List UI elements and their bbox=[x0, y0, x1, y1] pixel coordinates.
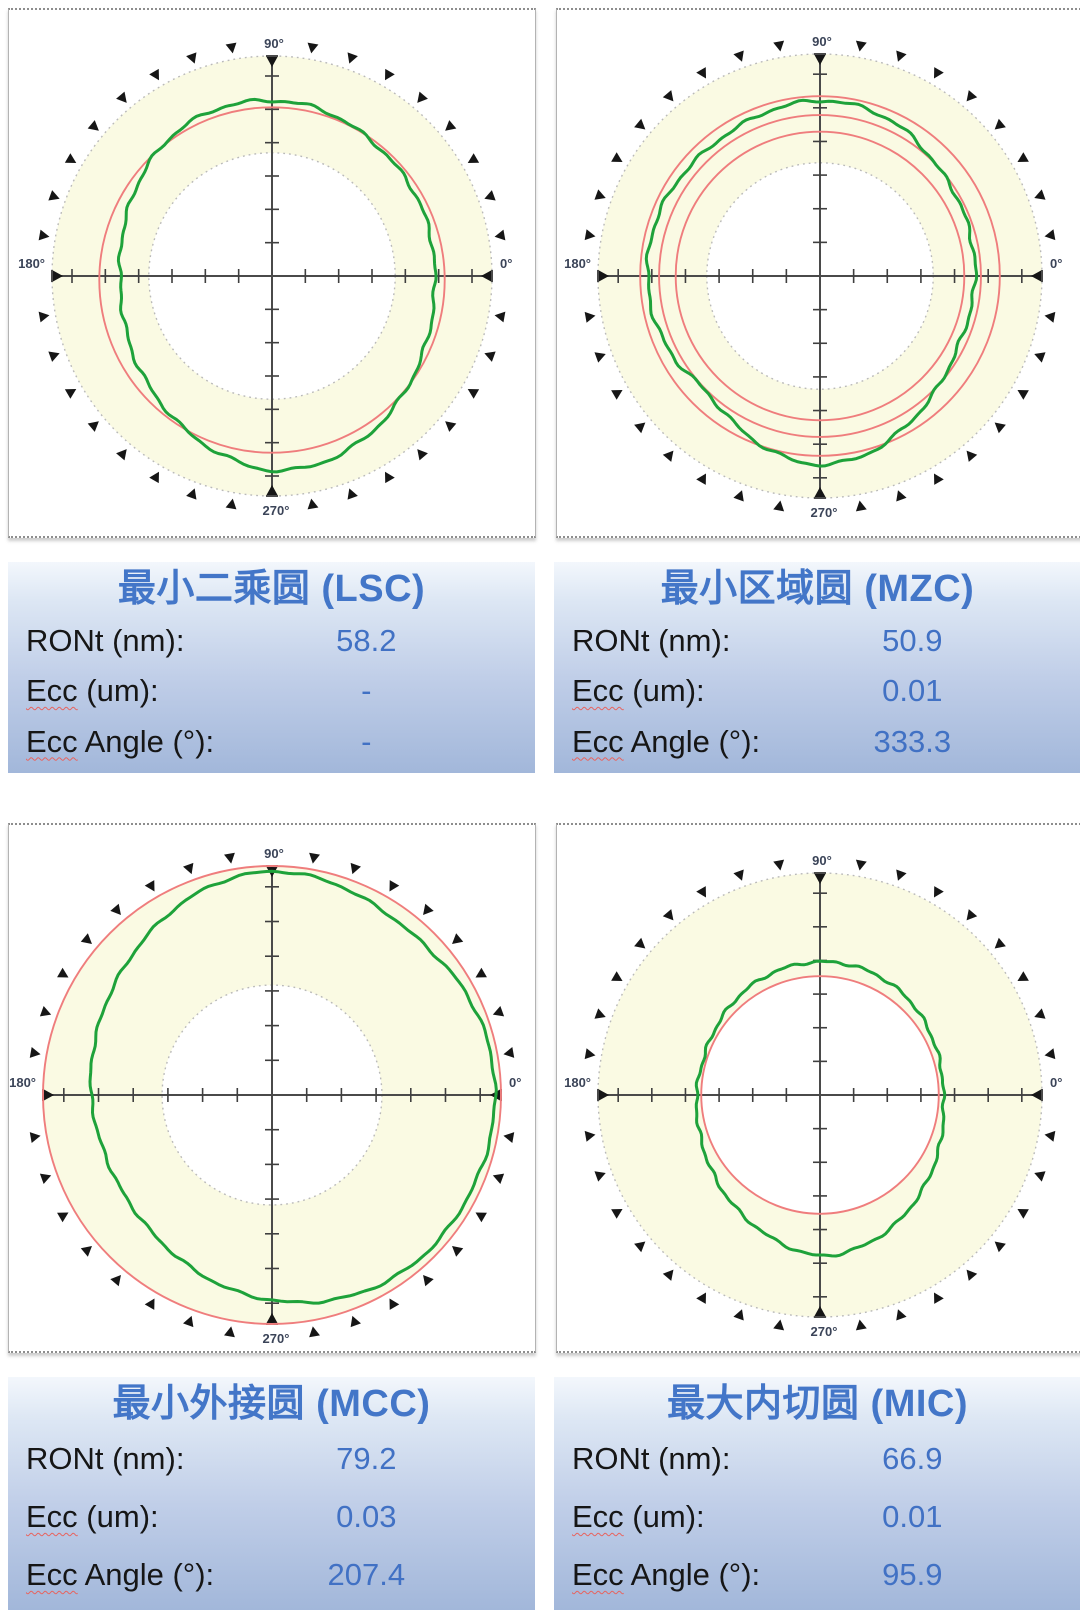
roundness-plot-mcc: 90° 270° 180° 0° bbox=[8, 823, 536, 1353]
roundness-plot-mic: 90° 270° 180° 0° bbox=[556, 823, 1080, 1353]
svg-text:180°: 180° bbox=[564, 1075, 591, 1090]
result-rows: RONt (nm): 50.9 Ecc (um): 0.01 Ecc Angle… bbox=[554, 614, 1080, 768]
svg-text:90°: 90° bbox=[812, 34, 832, 49]
svg-text:90°: 90° bbox=[264, 36, 284, 51]
svg-text:270°: 270° bbox=[811, 1324, 838, 1339]
result-panel-lsc: 最小二乘圆 (LSC) RONt (nm): 58.2 Ecc (um): - … bbox=[8, 562, 535, 773]
lsc-polar-chart: 90° 270° 180° 0° bbox=[18, 36, 512, 518]
result-panel-mzc: 最小区域圆 (MZC) RONt (nm): 50.9 Ecc (um): 0.… bbox=[554, 562, 1080, 773]
ront-value: 79.2 bbox=[336, 1441, 397, 1477]
mic-polar-chart: 90° 270° 180° 0° bbox=[564, 853, 1062, 1339]
svg-text:270°: 270° bbox=[263, 503, 290, 518]
ront-value: 58.2 bbox=[336, 622, 397, 658]
result-panel-mic: 最大内切圆 (MIC) RONt (nm): 66.9 Ecc (um): 0.… bbox=[554, 1377, 1080, 1610]
ecc-value: 0.03 bbox=[336, 1499, 397, 1535]
result-row-ront: RONt (nm): 50.9 bbox=[554, 621, 1080, 661]
ecc-angle-value: - bbox=[361, 723, 372, 759]
panel-title-mcc: 最小外接圆 (MCC) bbox=[112, 1383, 431, 1425]
row-label: Ecc Angle (°): bbox=[572, 723, 761, 759]
row-label: Ecc Angle (°): bbox=[572, 1556, 761, 1592]
svg-text:90°: 90° bbox=[264, 846, 284, 861]
svg-text:180°: 180° bbox=[18, 256, 45, 271]
svg-text:180°: 180° bbox=[564, 256, 591, 271]
result-row-ecc: Ecc (um): 0.03 bbox=[8, 1497, 535, 1537]
ecc-value: 0.01 bbox=[882, 673, 943, 709]
result-row-ront: RONt (nm): 66.9 bbox=[554, 1439, 1080, 1479]
roundness-plot-lsc: 90° 270° 180° 0° bbox=[8, 8, 536, 538]
result-row-ecc-angle: Ecc Angle (°): - bbox=[8, 722, 535, 762]
result-row-ecc: Ecc (um): 0.01 bbox=[554, 1497, 1080, 1537]
ecc-angle-value: 95.9 bbox=[882, 1556, 943, 1592]
mzc-polar-chart: 90° 270° 180° 0° bbox=[564, 34, 1062, 520]
result-rows: RONt (nm): 58.2 Ecc (um): - Ecc Angle (°… bbox=[8, 614, 535, 768]
result-rows: RONt (nm): 79.2 Ecc (um): 0.03 Ecc Angle… bbox=[8, 1429, 535, 1605]
svg-text:270°: 270° bbox=[811, 505, 838, 520]
row-label: RONt (nm): bbox=[572, 1441, 731, 1477]
row-label: Ecc (um): bbox=[26, 1499, 159, 1535]
ecc-angle-value: 333.3 bbox=[873, 723, 952, 759]
result-row-ecc-angle: Ecc Angle (°): 333.3 bbox=[554, 722, 1080, 762]
ront-value: 66.9 bbox=[882, 1441, 943, 1477]
ecc-value: 0.01 bbox=[882, 1499, 943, 1535]
result-row-ront: RONt (nm): 58.2 bbox=[8, 621, 535, 661]
row-label: Ecc (um): bbox=[572, 673, 705, 709]
svg-text:0°: 0° bbox=[509, 1075, 521, 1090]
mcc-polar-chart: 90° 270° 180° 0° bbox=[9, 846, 521, 1346]
ecc-value: - bbox=[361, 673, 372, 709]
ecc-angle-value: 207.4 bbox=[327, 1556, 406, 1592]
result-row-ront: RONt (nm): 79.2 bbox=[8, 1439, 535, 1479]
row-label: RONt (nm): bbox=[26, 622, 185, 658]
panel-title-mzc: 最小区域圆 (MZC) bbox=[660, 568, 975, 610]
result-row-ecc-angle: Ecc Angle (°): 207.4 bbox=[8, 1555, 535, 1595]
svg-text:0°: 0° bbox=[1050, 256, 1062, 271]
svg-text:0°: 0° bbox=[1050, 1075, 1062, 1090]
panel-title-lsc: 最小二乘圆 (LSC) bbox=[117, 568, 426, 610]
svg-text:180°: 180° bbox=[9, 1075, 36, 1090]
roundness-plot-mzc: 90° 270° 180° 0° bbox=[556, 8, 1080, 538]
row-label: Ecc (um): bbox=[26, 673, 159, 709]
row-label: RONt (nm): bbox=[26, 1441, 185, 1477]
row-label: Ecc Angle (°): bbox=[26, 723, 215, 759]
row-label: Ecc Angle (°): bbox=[26, 1556, 215, 1592]
svg-text:90°: 90° bbox=[812, 853, 832, 868]
svg-text:270°: 270° bbox=[263, 1331, 290, 1346]
result-row-ecc-angle: Ecc Angle (°): 95.9 bbox=[554, 1555, 1080, 1595]
row-label: Ecc (um): bbox=[572, 1499, 705, 1535]
panel-title-mic: 最大内切圆 (MIC) bbox=[666, 1383, 969, 1425]
ront-value: 50.9 bbox=[882, 622, 943, 658]
result-row-ecc: Ecc (um): - bbox=[8, 671, 535, 711]
result-rows: RONt (nm): 66.9 Ecc (um): 0.01 Ecc Angle… bbox=[554, 1429, 1080, 1605]
svg-text:0°: 0° bbox=[500, 256, 512, 271]
row-label: RONt (nm): bbox=[572, 622, 731, 658]
result-panel-mcc: 最小外接圆 (MCC) RONt (nm): 79.2 Ecc (um): 0.… bbox=[8, 1377, 535, 1610]
result-row-ecc: Ecc (um): 0.01 bbox=[554, 671, 1080, 711]
